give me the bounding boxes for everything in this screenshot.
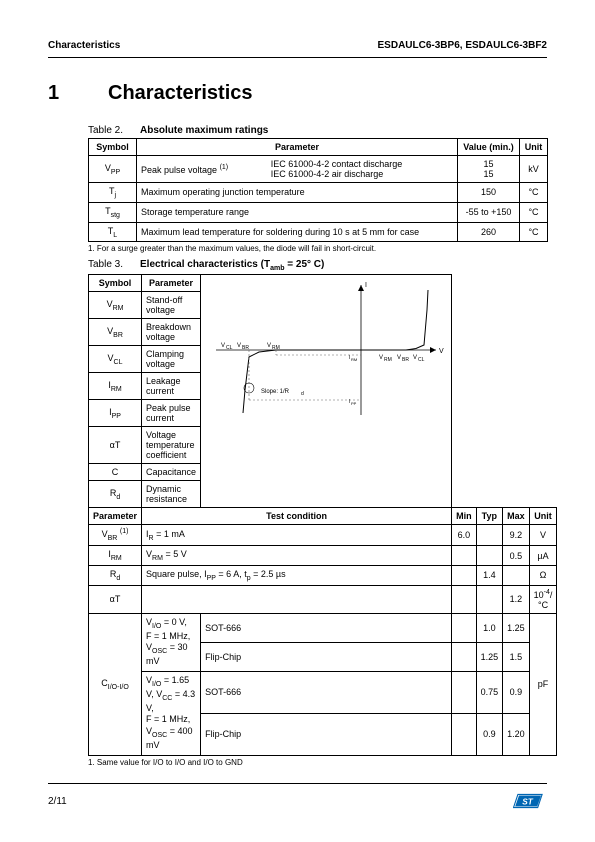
svg-text:RM: RM (384, 357, 392, 363)
svg-text:V: V (237, 343, 241, 349)
table-absolute-max-ratings: Symbol Parameter Value (min.) Unit VPP P… (88, 138, 548, 242)
table3-caption: Table 3.Electrical characteristics (Tamb… (88, 259, 547, 272)
table2-footnote: 1. For a surge greater than the maximum … (88, 244, 547, 253)
table3-footnote: 1. Same value for I/O to I/O and I/O to … (88, 758, 547, 767)
page-footer: 2/11 ST (48, 783, 547, 812)
svg-text:BR: BR (242, 345, 249, 351)
section-heading: 1Characteristics (48, 82, 547, 105)
svg-text:I: I (365, 282, 367, 289)
table-electrical-characteristics: Symbol Parameter V I (88, 274, 557, 755)
svg-text:V: V (267, 343, 271, 349)
svg-text:RM: RM (351, 357, 357, 362)
svg-text:BR: BR (402, 357, 409, 363)
svg-text:V: V (221, 343, 225, 349)
svg-text:RM: RM (272, 345, 280, 351)
svg-text:V: V (379, 355, 383, 361)
svg-text:V: V (397, 355, 401, 361)
svg-text:CL: CL (226, 345, 233, 351)
header-right: ESDAULC6-3BP6, ESDAULC6-3BF2 (378, 40, 547, 51)
iv-curve-chart: V I VCL VBR VRM IR (201, 275, 451, 425)
section-number: 1 (48, 82, 108, 105)
svg-text:Slope: 1/R: Slope: 1/R (261, 389, 290, 395)
svg-text:ST: ST (522, 797, 534, 806)
svg-text:d: d (301, 391, 304, 397)
svg-text:V: V (413, 355, 417, 361)
svg-text:PP: PP (351, 401, 357, 406)
svg-text:V: V (439, 348, 444, 355)
st-logo-icon: ST (513, 790, 547, 812)
table2-caption: Table 2.Absolute maximum ratings (88, 125, 547, 136)
page-header: Characteristics ESDAULC6-3BP6, ESDAULC6-… (48, 40, 547, 58)
section-title: Characteristics (108, 82, 253, 104)
svg-text:CL: CL (418, 357, 425, 363)
header-left: Characteristics (48, 40, 120, 51)
page-number: 2/11 (48, 796, 67, 807)
